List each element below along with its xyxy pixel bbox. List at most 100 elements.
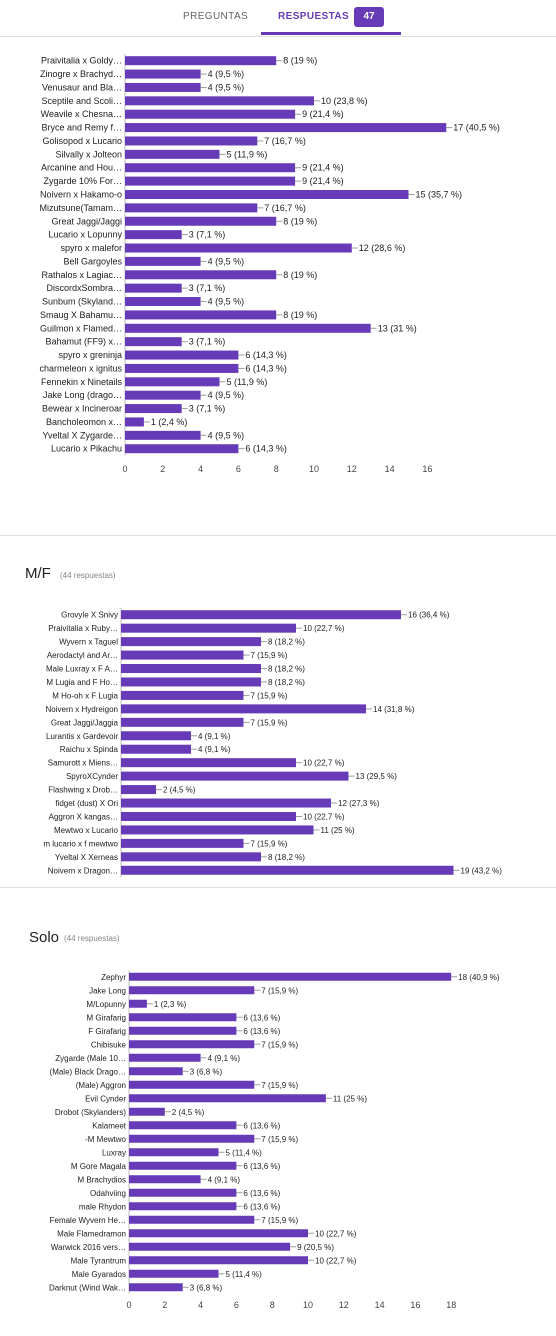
bar	[121, 798, 331, 808]
category-label: Lurantis x Gardevoir	[46, 732, 118, 741]
bar	[121, 677, 261, 687]
response-count: (44 respuestas)	[60, 571, 116, 580]
category-label: Zygarde 10% For…	[43, 176, 122, 186]
value-label: 12 (27,3 %)	[338, 799, 380, 808]
x-tick-label: 12	[339, 1300, 349, 1310]
bar	[125, 350, 239, 360]
value-label: 5 (11,4 %)	[226, 1148, 263, 1157]
tab-preguntas[interactable]: PREGUNTAS	[183, 11, 249, 22]
bar	[125, 82, 201, 92]
category-label: Wyvern x Taguel	[59, 638, 118, 647]
x-tick-label: 14	[385, 464, 395, 474]
value-label: 5 (11,4 %)	[226, 1270, 263, 1279]
bar	[129, 1134, 255, 1143]
category-label: fidget (dust) X Ori	[55, 799, 118, 808]
value-label: 10 (22,7 %)	[303, 812, 345, 821]
value-label: 6 (14,3 %)	[245, 444, 287, 454]
card-divider	[0, 535, 556, 536]
bar	[129, 1202, 237, 1211]
bar	[125, 163, 296, 173]
category-label: Odahviing	[90, 1189, 126, 1198]
x-tick-label: 10	[309, 464, 319, 474]
category-label: Rathalos x Lagiac…	[41, 270, 122, 280]
bar	[121, 838, 244, 848]
category-label: male Rhydon	[79, 1202, 126, 1211]
value-label: 6 (13,6 %)	[243, 1013, 280, 1022]
bar-chart-solo: Zephyr 18 (40,9 %) Jake Long 7 (15,9 %) M/Lo…	[49, 970, 500, 1310]
bar	[121, 731, 191, 741]
category-label: Bryce and Remy f…	[41, 123, 122, 133]
bar	[121, 771, 349, 781]
top-tab-bar: PREGUNTAS RESPUESTAS 47	[0, 0, 556, 37]
category-label: Samurott x Miens…	[48, 759, 118, 768]
category-label: spyro x greninja	[58, 350, 122, 360]
bar	[125, 69, 201, 79]
bar	[129, 1215, 255, 1224]
value-label: 8 (18,2 %)	[268, 678, 305, 687]
value-label: 5 (11,9 %)	[227, 377, 268, 387]
bar	[125, 444, 239, 454]
bar	[125, 96, 314, 106]
value-label: 4 (9,5 %)	[208, 256, 245, 266]
bar	[129, 1013, 237, 1022]
x-tick-label: 6	[234, 1300, 239, 1310]
category-label: Guilmon x Flamed…	[40, 323, 122, 333]
bar	[125, 203, 258, 213]
value-label: 12 (28,6 %)	[359, 243, 406, 253]
question-card-1: Praivitalia x Goldy… 8 (19 %) Zinogre x Br…	[0, 37, 556, 534]
category-label: Venusaur and Bla…	[42, 82, 122, 92]
category-label: M Gore Magala	[71, 1162, 127, 1171]
bar	[129, 1148, 219, 1157]
value-label: 2 (4,5 %)	[172, 1108, 205, 1117]
bar	[129, 972, 452, 981]
category-label: Male Gyarados	[72, 1270, 126, 1279]
category-label: Zinogre x Brachyd…	[40, 69, 122, 79]
tab-respuestas[interactable]: RESPUESTAS	[278, 11, 350, 22]
category-label: Golisopod x Lucario	[42, 136, 122, 146]
bar	[121, 811, 296, 821]
category-label: Smaug X Bahamu…	[40, 310, 122, 320]
category-label: Male Luxray x F A…	[46, 665, 118, 674]
bar	[129, 1161, 237, 1170]
value-label: 9 (21,4 %)	[302, 109, 344, 119]
x-tick-label: 16	[422, 464, 432, 474]
category-label: SpyroXCynder	[66, 772, 118, 781]
bar	[125, 270, 277, 280]
category-label: M Girafarig	[86, 1013, 126, 1022]
bar	[125, 256, 201, 266]
bar	[121, 758, 296, 768]
category-label: F Girafarig	[88, 1027, 126, 1036]
value-label: 6 (13,6 %)	[243, 1162, 280, 1171]
category-label: Raichu x Spinda	[60, 745, 119, 754]
category-label: Male Tyrantrum	[71, 1256, 127, 1265]
value-label: 6 (13,6 %)	[243, 1121, 280, 1130]
value-label: 7 (15,9 %)	[261, 1081, 298, 1090]
bar	[125, 230, 182, 240]
x-tick-label: 16	[410, 1300, 420, 1310]
category-label: Noivern x Dragon…	[48, 866, 118, 875]
value-label: 8 (19 %)	[283, 270, 317, 280]
category-label: Chibisuke	[91, 1040, 127, 1049]
bar	[129, 1283, 183, 1292]
category-label: Jake Long (drago…	[43, 390, 122, 400]
bar	[121, 650, 244, 660]
x-tick-label: 0	[126, 1300, 131, 1310]
category-label: Sceptile and Scoli…	[41, 96, 122, 106]
value-label: 9 (20,5 %)	[297, 1243, 334, 1252]
category-label: Zephyr	[101, 973, 126, 982]
category-label: Praivitalia x Ruby…	[48, 624, 118, 633]
category-label: Luxray	[102, 1148, 126, 1157]
value-label: 5 (11,9 %)	[227, 149, 268, 159]
bar	[125, 216, 277, 226]
bar	[125, 337, 182, 347]
value-label: 10 (22,7 %)	[303, 759, 345, 768]
bar	[129, 1175, 201, 1184]
bar	[125, 430, 201, 440]
value-label: 4 (9,5 %)	[208, 297, 245, 307]
category-label: Evil Cynder	[85, 1094, 126, 1103]
value-label: 3 (7,1 %)	[189, 283, 226, 293]
value-label: 7 (15,9 %)	[261, 1216, 298, 1225]
value-label: 18 (40,9 %)	[458, 973, 500, 982]
bar	[125, 323, 371, 333]
category-label: Male Flamedramon	[57, 1229, 126, 1238]
